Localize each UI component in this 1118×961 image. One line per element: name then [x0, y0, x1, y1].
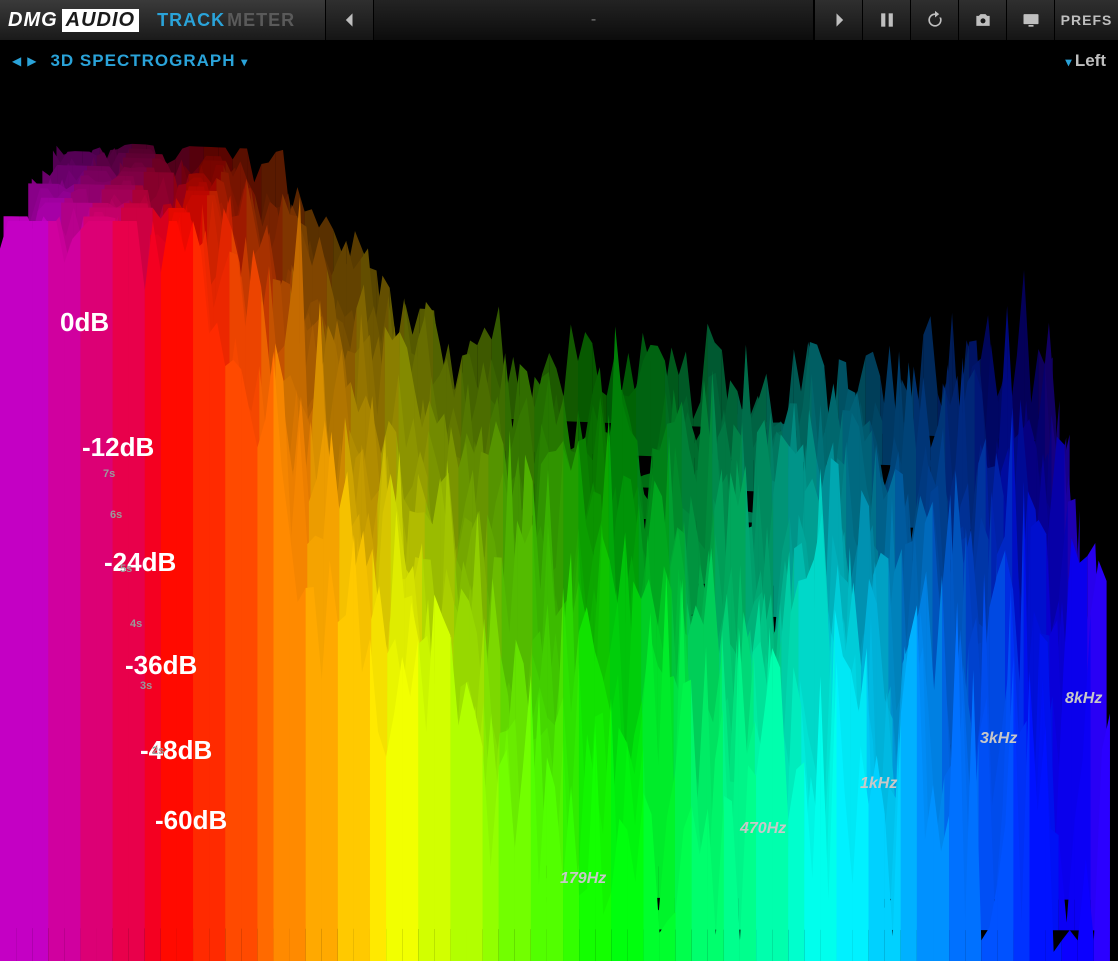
pause-button[interactable] [862, 0, 910, 40]
brand-audio: AUDIO [62, 9, 139, 32]
freq-axis-label: 1kHz [860, 775, 897, 793]
freq-axis-label: 470Hz [740, 820, 786, 838]
preset-prev-button[interactable] [325, 0, 373, 40]
snapshot-button[interactable] [958, 0, 1006, 40]
db-axis-label: -48dB [140, 735, 212, 766]
mode-label: 3D SPECTROGRAPH [50, 51, 235, 70]
db-axis-label: 0dB [60, 307, 109, 338]
db-axis-label: -60dB [155, 805, 227, 836]
time-axis-label: 4s [130, 618, 142, 630]
top-toolbar: DMG AUDIO TRACK METER - PREFS [0, 0, 1118, 41]
freq-axis-label: 3kHz [980, 730, 1017, 748]
product-name: TRACK METER [147, 0, 305, 40]
time-axis-label: 2s [152, 745, 164, 757]
freq-axis-label: 8kHz [1065, 690, 1102, 708]
mode-next-icon[interactable]: ▶ [27, 54, 36, 68]
spectrograph-view[interactable]: 0dB -12dB -24dB -36dB -48dB -60dB 7s 6s 5s 4s 3s 2s… [0, 81, 1118, 961]
preset-display-text: - [591, 11, 596, 29]
product-meter: METER [227, 10, 295, 31]
prefs-button[interactable]: PREFS [1054, 0, 1118, 40]
freq-axis-label: 179Hz [560, 870, 606, 888]
time-axis-label: 3s [140, 680, 152, 692]
db-axis-label: -24dB [104, 547, 176, 578]
reset-button[interactable] [910, 0, 958, 40]
mode-selector[interactable]: 3D SPECTROGRAPH [50, 51, 248, 71]
channel-selector[interactable]: Left [1065, 51, 1106, 71]
brand-dmg: DMG [8, 9, 58, 32]
mode-prev-icon[interactable]: ◀ [12, 54, 21, 68]
display-button[interactable] [1006, 0, 1054, 40]
db-axis-label: -36dB [125, 650, 197, 681]
prefs-label: PREFS [1061, 12, 1113, 28]
time-axis-label: 7s [103, 468, 115, 480]
db-axis-label: -12dB [82, 432, 154, 463]
product-track: TRACK [157, 10, 225, 31]
sub-toolbar: ◀ ▶ 3D SPECTROGRAPH Left [0, 41, 1118, 81]
mode-nav: ◀ ▶ [12, 54, 36, 68]
preset-next-button[interactable] [814, 0, 862, 40]
preset-display[interactable]: - [373, 0, 814, 40]
time-axis-label: 6s [110, 509, 122, 521]
brand-logo: DMG AUDIO [0, 0, 147, 40]
time-axis-label: 5s [120, 563, 132, 575]
channel-label: Left [1075, 51, 1106, 70]
